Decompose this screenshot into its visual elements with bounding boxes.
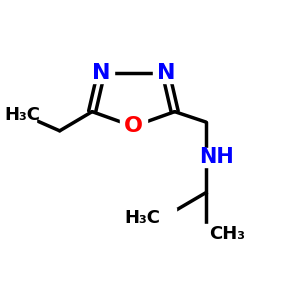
Bar [120,117,147,136]
Text: N: N [157,63,175,83]
Bar [88,64,114,83]
Bar [10,105,36,124]
Text: O: O [124,116,143,136]
Text: H₃C: H₃C [5,106,41,124]
Bar [192,148,219,167]
Text: H₃C: H₃C [124,209,160,227]
Bar [150,208,176,227]
Text: N: N [92,63,110,83]
Bar [192,224,219,244]
Text: NH: NH [199,147,233,167]
Text: CH₃: CH₃ [208,225,244,243]
Bar [153,64,179,83]
